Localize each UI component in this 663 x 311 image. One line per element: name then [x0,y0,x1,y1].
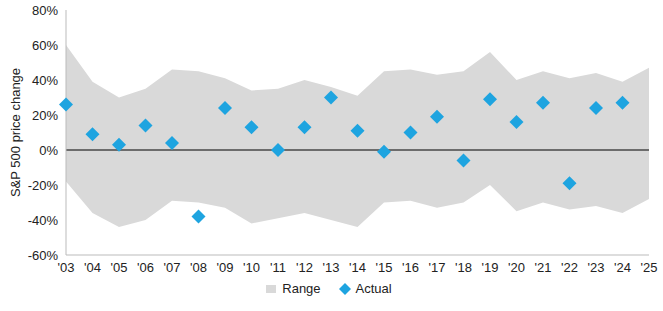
svg-text:40%: 40% [32,73,58,88]
svg-text:80%: 80% [32,3,58,18]
svg-text:-60%: -60% [28,248,59,263]
svg-text:'11: '11 [270,260,286,275]
svg-text:20%: 20% [32,108,58,123]
svg-text:'24: '24 [614,260,631,275]
svg-text:'20: '20 [508,260,525,275]
svg-text:0%: 0% [39,143,58,158]
svg-text:'13: '13 [323,260,340,275]
svg-text:'15: '15 [376,260,393,275]
svg-text:'08: '08 [190,260,207,275]
svg-text:'06: '06 [137,260,154,275]
svg-text:'25: '25 [641,260,655,275]
svg-text:'18: '18 [455,260,472,275]
svg-text:'21: '21 [535,260,552,275]
svg-text:-20%: -20% [28,178,59,193]
svg-text:'23: '23 [588,260,605,275]
svg-text:'17: '17 [429,260,446,275]
svg-text:'04: '04 [84,260,101,275]
svg-text:'22: '22 [561,260,578,275]
html-text:Actual: Actual [355,281,392,296]
html-text:Range: Range [282,281,321,296]
svg-text:'12: '12 [296,260,313,275]
svg-text:'05: '05 [111,260,128,275]
svg-text:'14: '14 [349,260,366,275]
svg-text:60%: 60% [32,38,58,53]
svg-text:-40%: -40% [28,213,59,228]
svg-text:'16: '16 [402,260,419,275]
svg-text:'09: '09 [217,260,234,275]
svg-text:'03: '03 [58,260,75,275]
svg-text:'19: '19 [482,260,499,275]
svg-text:'07: '07 [164,260,181,275]
svg-text:'10: '10 [243,260,260,275]
svg-text:S&P 500 price change: S&P 500 price change [8,68,23,197]
